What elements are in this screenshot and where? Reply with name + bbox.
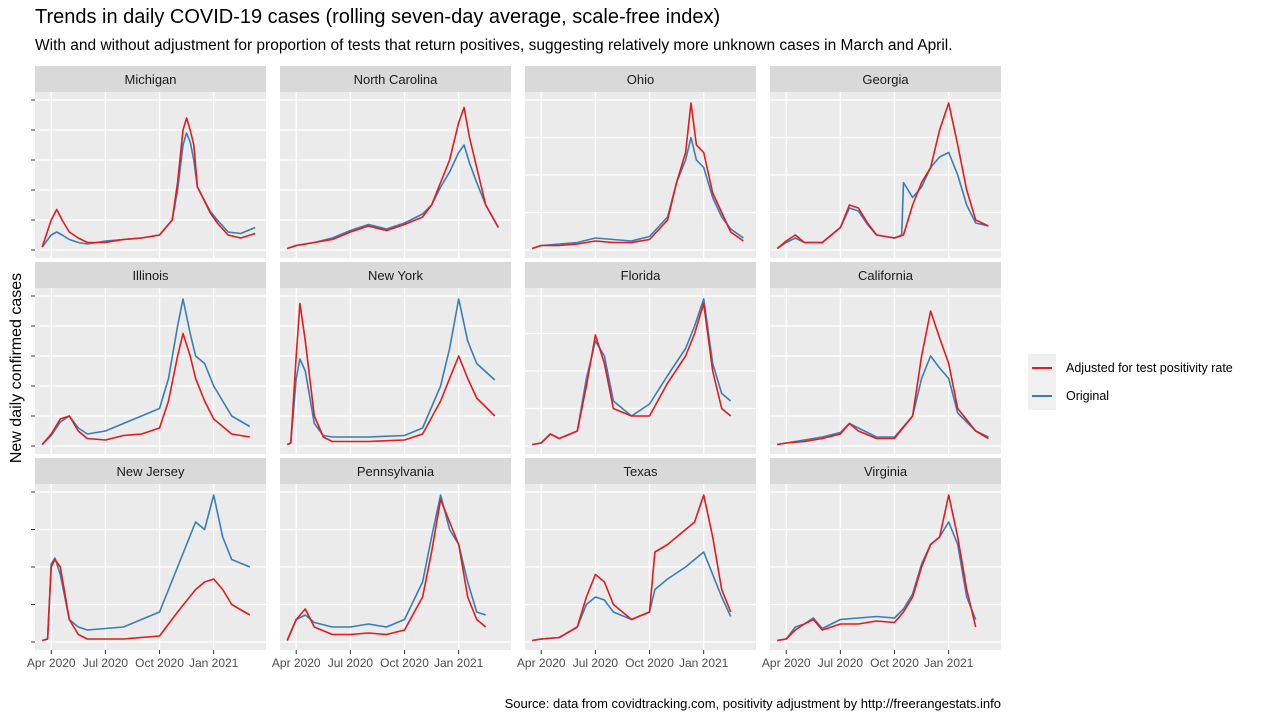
x-tick-label: Jan 2021	[679, 656, 729, 670]
series-adjusted-virginia	[777, 494, 977, 642]
x-tick-label: Apr 2020	[272, 656, 321, 670]
caption: Source: data from covidtracking.com, pos…	[504, 696, 1001, 711]
strip-michigan	[35, 66, 266, 92]
strip-label-new-york: New York	[368, 268, 423, 283]
strip-label-north-carolina: North Carolina	[354, 72, 439, 87]
x-tick-label: Jul 2020	[818, 656, 864, 670]
x-tick-label: Apr 2020	[762, 656, 811, 670]
x-tick-label: Oct 2020	[625, 656, 674, 670]
series-adjusted-texas	[532, 494, 732, 642]
strip-illinois	[35, 262, 266, 288]
series-adjusted-ohio	[531, 102, 744, 250]
x-tick-label: Jan 2021	[434, 656, 484, 670]
series-adjusted-michigan	[41, 117, 256, 248]
strip-label-georgia: Georgia	[862, 72, 909, 87]
strip-north-carolina	[280, 66, 511, 92]
x-tick-label: Jul 2020	[328, 656, 374, 670]
series-original-california	[777, 355, 989, 446]
strip-new-jersey	[35, 458, 266, 484]
x-tick-label: Jan 2021	[189, 656, 239, 670]
legend-label-adjusted: Adjusted for test positivity rate	[1066, 361, 1233, 375]
strip-texas	[525, 458, 756, 484]
series-original-new-jersey	[41, 494, 251, 642]
x-tick-label: Oct 2020	[870, 656, 919, 670]
strip-california	[770, 262, 1001, 288]
strip-florida	[525, 262, 756, 288]
chart-subtitle: With and without adjustment for proporti…	[35, 37, 953, 54]
x-tick-label: Jul 2020	[83, 656, 129, 670]
series-adjusted-new-jersey	[41, 558, 251, 642]
series-adjusted-pennsylvania	[286, 498, 487, 641]
series-adjusted-new-york	[286, 302, 496, 446]
panel-bg-california	[770, 288, 1001, 454]
x-tick-label: Apr 2020	[517, 656, 566, 670]
series-adjusted-california	[777, 310, 989, 446]
strip-label-new-jersey: New Jersey	[117, 464, 185, 479]
strip-label-pennsylvania: Pennsylvania	[357, 464, 435, 479]
strip-label-texas: Texas	[624, 464, 658, 479]
strip-label-michigan: Michigan	[124, 72, 176, 87]
strip-pennsylvania	[280, 458, 511, 484]
series-original-new-york	[286, 298, 496, 446]
strip-label-florida: Florida	[621, 268, 662, 283]
strip-georgia	[770, 66, 1001, 92]
legend-key-adjusted	[1028, 354, 1056, 382]
strip-label-california: California	[858, 268, 914, 283]
legend-item-original: Original	[1028, 382, 1268, 410]
strip-label-illinois: Illinois	[132, 268, 169, 283]
x-tick-label: Jul 2020	[573, 656, 619, 670]
legend-key-original	[1028, 382, 1056, 410]
strip-label-virginia: Virginia	[864, 464, 908, 479]
series-adjusted-north-carolina	[286, 106, 500, 250]
x-tick-label: Oct 2020	[380, 656, 429, 670]
panel-bg-new-york	[280, 288, 511, 454]
series-adjusted-illinois	[41, 332, 250, 446]
strip-ohio	[525, 66, 756, 92]
series-adjusted-georgia	[776, 102, 989, 250]
x-tick-label: Apr 2020	[27, 656, 76, 670]
series-adjusted-florida	[532, 302, 732, 446]
legend-item-adjusted: Adjusted for test positivity rate	[1028, 354, 1268, 382]
chart-title: Trends in daily COVID-19 cases (rolling …	[35, 6, 721, 28]
legend-label-original: Original	[1066, 389, 1110, 403]
legend: Adjusted for test positivity rate Origin…	[1028, 354, 1268, 410]
series-original-north-carolina	[286, 144, 500, 250]
x-tick-label: Jan 2021	[924, 656, 974, 670]
strip-label-ohio: Ohio	[627, 72, 654, 87]
x-tick-label: Oct 2020	[135, 656, 184, 670]
panel-bg-illinois	[35, 288, 266, 454]
strip-virginia	[770, 458, 1001, 484]
strip-new-york	[280, 262, 511, 288]
panel-bg-north-carolina	[280, 92, 511, 258]
